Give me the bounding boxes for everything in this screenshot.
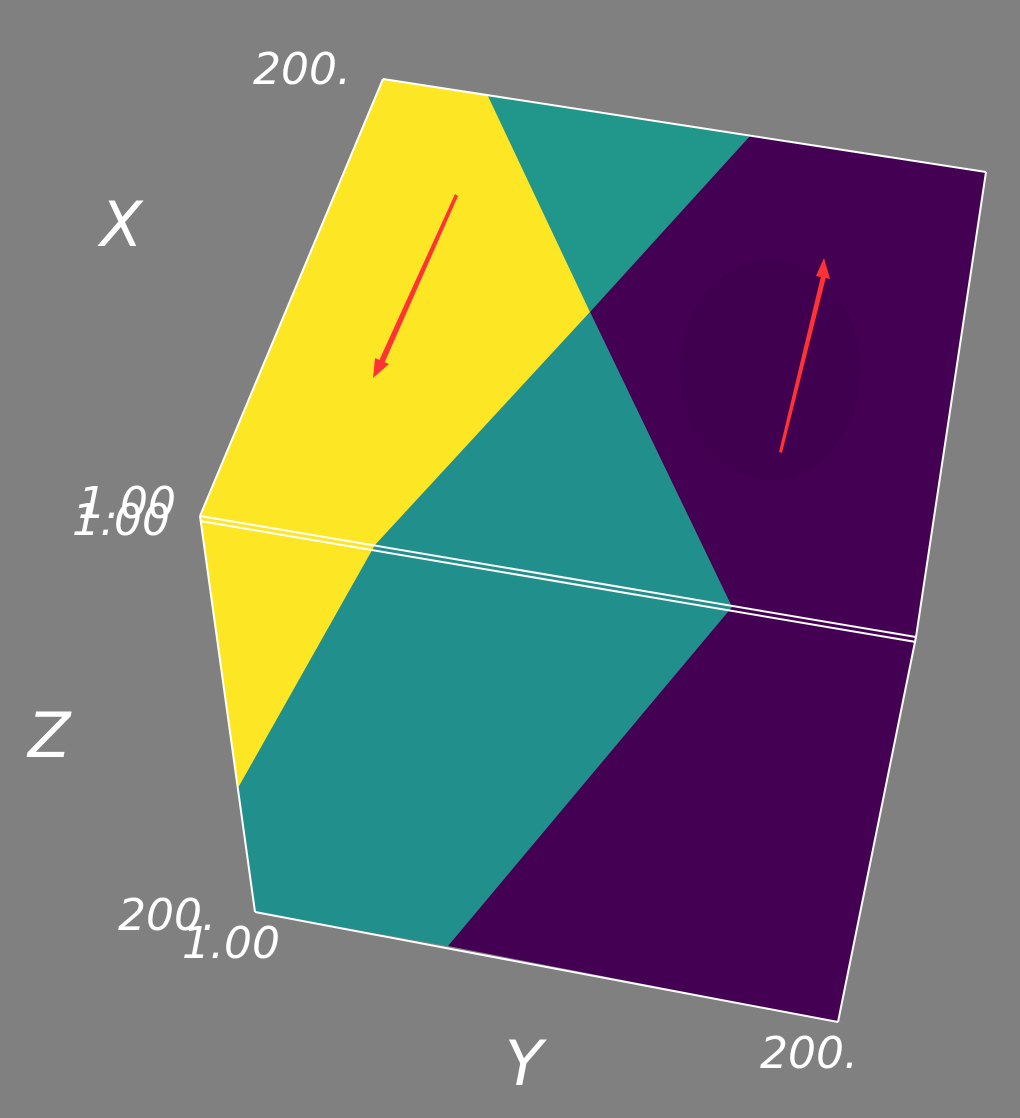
top-face-purple-region	[590, 136, 986, 637]
left-field-arrow	[373, 194, 458, 378]
edge-front-bottom	[254, 911, 839, 1023]
z-axis-label: Z	[26, 699, 72, 772]
edge-middle-a	[199, 515, 917, 638]
right-arrow-head	[816, 258, 830, 279]
front-face-teal-region	[238, 545, 732, 946]
top-face-yellow-region	[200, 79, 590, 545]
x-axis-label: X	[97, 188, 144, 261]
edge-top-left	[199, 78, 384, 517]
top-face-teal-lower-region	[375, 312, 732, 607]
right-field-arrow	[779, 258, 830, 453]
edge-top-back	[382, 78, 987, 173]
y-max-tick: 200.	[760, 1028, 858, 1079]
left-arrow-shaft	[378, 194, 458, 366]
front-face-purple-region	[448, 607, 916, 1022]
top-face-teal-upper-region	[488, 96, 750, 312]
right-arrow-shaft	[779, 272, 827, 453]
front-face-yellow-region	[200, 516, 375, 788]
x-min-tick: 1.00	[78, 478, 176, 529]
z-min-tick: 1.00	[72, 495, 170, 546]
edge-right-back	[915, 171, 987, 638]
cube-edges	[199, 78, 987, 1023]
edge-front-right	[837, 636, 917, 1023]
edge-middle-b	[199, 520, 917, 643]
edge-front-left	[199, 515, 256, 913]
left-arrow-head	[373, 358, 389, 378]
x-max-tick: 200.	[253, 44, 351, 95]
z-max-tick: 200.	[118, 890, 216, 941]
top-face-shading	[680, 260, 860, 480]
y-min-tick: 1.00	[182, 918, 280, 969]
y-axis-label: Y	[505, 1027, 547, 1100]
